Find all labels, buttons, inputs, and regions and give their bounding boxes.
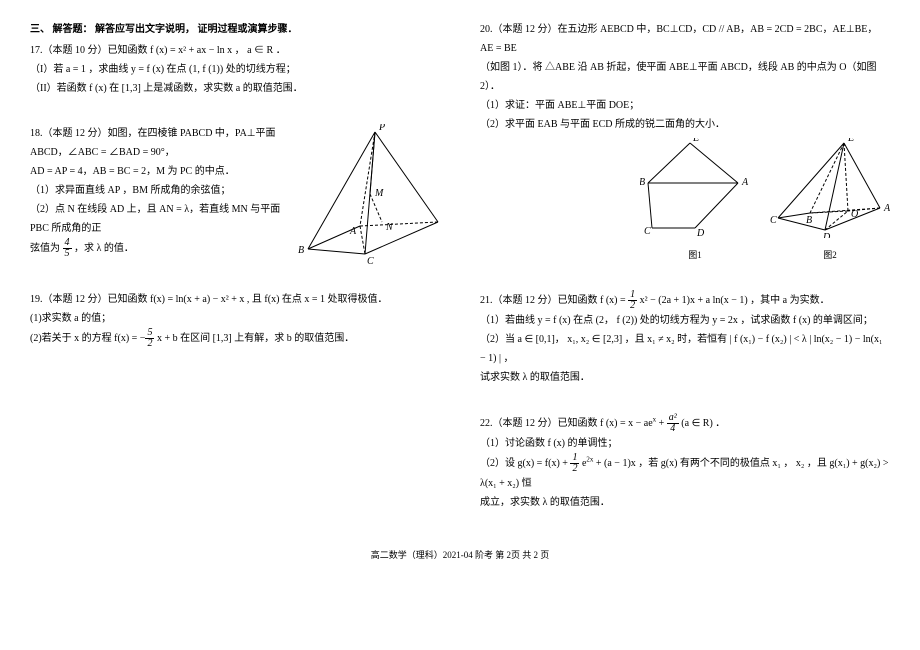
fraction-icon: a²4 xyxy=(667,413,679,434)
p21-head-prefix: 21.（本题 12 分）已知函数 f (x) = xyxy=(480,295,628,306)
svg-text:C: C xyxy=(770,215,777,226)
p17-head: 17.（本题 10 分）已知函数 f (x) = x² + ax − ln x … xyxy=(30,41,440,60)
svg-text:A: A xyxy=(883,203,890,214)
p21-l4: 试求实数 λ 的取值范围． xyxy=(480,368,890,387)
p18-l4: （2）点 N 在线段 AD 上，且 AN = λ，若直线 MN 与平面 PBC … xyxy=(30,200,282,238)
svg-text:B: B xyxy=(298,245,304,256)
p22-head-prefix: 22.（本题 12 分）已知函数 f (x) = x − ae xyxy=(480,418,653,429)
p22-l3: （2）设 g(x) = f(x) + 12 e2x + (a − 1)x ，若 … xyxy=(480,453,890,493)
figure-2-block: E B A C D O 图2 xyxy=(770,138,890,264)
p20-head: 20.（本题 12 分）在五边形 AEBCD 中，BC⊥CD，CD // AB，… xyxy=(480,20,890,58)
fraction-icon: 12 xyxy=(628,290,637,311)
p18-l5-prefix: 弦值为 xyxy=(30,243,60,254)
fraction-icon: 45 xyxy=(63,238,72,259)
frac-den: 4 xyxy=(667,424,679,434)
right-column: 20.（本题 12 分）在五边形 AEBCD 中，BC⊥CD，CD // AB，… xyxy=(480,20,890,538)
p21-head: 21.（本题 12 分）已知函数 f (x) = 12 x² − (2a + 1… xyxy=(480,290,890,311)
problem-21: 21.（本题 12 分）已知函数 f (x) = 12 x² − (2a + 1… xyxy=(480,290,890,387)
p18-l5-suffix: ，求 λ 的值． xyxy=(74,243,134,254)
left-column: 三、 解答题： 解答应写出文字说明， 证明过程或演算步骤． 17.（本题 10 … xyxy=(30,20,440,538)
p22-head: 22.（本题 12 分）已知函数 f (x) = x − aex + a²4 (… xyxy=(480,413,890,434)
frac-den: 5 xyxy=(63,249,72,259)
p20-l4: （2）求平面 EAB 与平面 ECD 所成的锐二面角的大小． xyxy=(480,115,890,134)
figure-1-block: E B A C D 图1 xyxy=(640,138,750,264)
svg-text:M: M xyxy=(374,188,384,199)
p22-l4: 成立，求实数 λ 的取值范围． xyxy=(480,493,890,512)
p19-l3-prefix: (2)若关于 x 的方程 f(x) = − xyxy=(30,333,145,344)
problem-17: 17.（本题 10 分）已知函数 f (x) = x² + ax − ln x … xyxy=(30,41,440,98)
problem-18: 18.（本题 12 分）如图，在四棱锥 PABCD 中，PA⊥平面 ABCD，∠… xyxy=(30,124,440,264)
p18-head: 18.（本题 12 分）如图，在四棱锥 PABCD 中，PA⊥平面 ABCD，∠… xyxy=(30,124,282,162)
p22-head-suffix: (a ∈ R) ． xyxy=(679,418,725,429)
page-columns: 三、 解答题： 解答应写出文字说明， 证明过程或演算步骤． 17.（本题 10 … xyxy=(30,20,890,538)
p19-head: 19.（本题 12 分）已知函数 f(x) = ln(x + a) − x² +… xyxy=(30,290,440,309)
p21-head-suffix: x² − (2a + 1)x + a ln(x − 1) ，其中 a 为实数． xyxy=(637,295,829,306)
figure-1-caption: 图1 xyxy=(640,247,750,264)
p20-l3: （1）求证：平面 ABE⊥平面 DOE； xyxy=(480,96,890,115)
folded-figure-icon: E B A C D O xyxy=(770,138,890,238)
p21-l2: （1）若曲线 y = f (x) 在点 (2， f (2)) 处的切线方程为 y… xyxy=(480,311,890,330)
svg-text:P: P xyxy=(378,124,385,133)
p18-l3: （1）求异面直线 AP ，BM 所成角的余弦值； xyxy=(30,181,282,200)
p22-l2: （1）讨论函数 f (x) 的单调性； xyxy=(480,434,890,453)
page-footer: 高二数学（理科）2021-04 阶考 第 2页 共 2 页 xyxy=(30,548,890,561)
p21-l3: （2）当 a ∈ [0,1]， x₁, x₂ ∈ [2,3] ，且 x₁ ≠ x… xyxy=(480,330,890,368)
pentagon-figure-icon: E B A C D xyxy=(640,138,750,238)
svg-text:C: C xyxy=(644,226,651,237)
svg-text:E: E xyxy=(847,138,854,144)
svg-text:D: D xyxy=(696,228,705,238)
p18-l5: 弦值为 45 ，求 λ 的值． xyxy=(30,238,282,259)
p20-figures: E B A C D 图1 E B A C D O 图2 xyxy=(480,138,890,264)
section-heading: 三、 解答题： 解答应写出文字说明， 证明过程或演算步骤． xyxy=(30,20,440,35)
p22-l3-prefix: （2）设 g(x) = f(x) + xyxy=(480,458,570,469)
frac-den: 2 xyxy=(628,301,637,311)
svg-text:N: N xyxy=(385,222,394,233)
problem-19: 19.（本题 12 分）已知函数 f(x) = ln(x + a) − x² +… xyxy=(30,290,440,349)
svg-text:B: B xyxy=(806,215,812,226)
p17-part2: （II）若函数 f (x) 在 [1,3] 上是减函数，求实数 a 的取值范围． xyxy=(30,79,440,98)
problem-20: 20.（本题 12 分）在五边形 AEBCD 中，BC⊥CD，CD // AB，… xyxy=(480,20,890,264)
p18-text: 18.（本题 12 分）如图，在四棱锥 PABCD 中，PA⊥平面 ABCD，∠… xyxy=(30,124,282,259)
p19-l3: (2)若关于 x 的方程 f(x) = −52 x + b 在区间 [1,3] … xyxy=(30,328,440,349)
svg-text:D: D xyxy=(822,232,831,238)
p17-part1: （I）若 a = 1 ，求曲线 y = f (x) 在点 (1, f (1)) … xyxy=(30,60,440,79)
p20-l2: （如图 1）．将 △ABE 沿 AB 折起，使平面 ABE⊥平面 ABCD，线段… xyxy=(480,58,890,96)
p18-l2: AD = AP = 4，AB = BC = 2，M 为 PC 的中点． xyxy=(30,162,282,181)
p19-l3-suffix: x + b 在区间 [1,3] 上有解，求 b 的取值范围． xyxy=(154,333,354,344)
svg-text:E: E xyxy=(692,138,699,144)
svg-text:A: A xyxy=(741,177,749,188)
p22-head-mid: + xyxy=(656,418,667,429)
figure-2-caption: 图2 xyxy=(770,247,890,264)
problem-22: 22.（本题 12 分）已知函数 f (x) = x − aex + a²4 (… xyxy=(480,413,890,512)
p19-l2: (1)求实数 a 的值； xyxy=(30,309,440,328)
pyramid-figure-icon: PABCDMN xyxy=(290,124,440,264)
svg-text:B: B xyxy=(640,177,645,188)
svg-text:A: A xyxy=(349,226,357,237)
svg-text:O: O xyxy=(851,209,858,220)
svg-text:C: C xyxy=(367,256,374,264)
